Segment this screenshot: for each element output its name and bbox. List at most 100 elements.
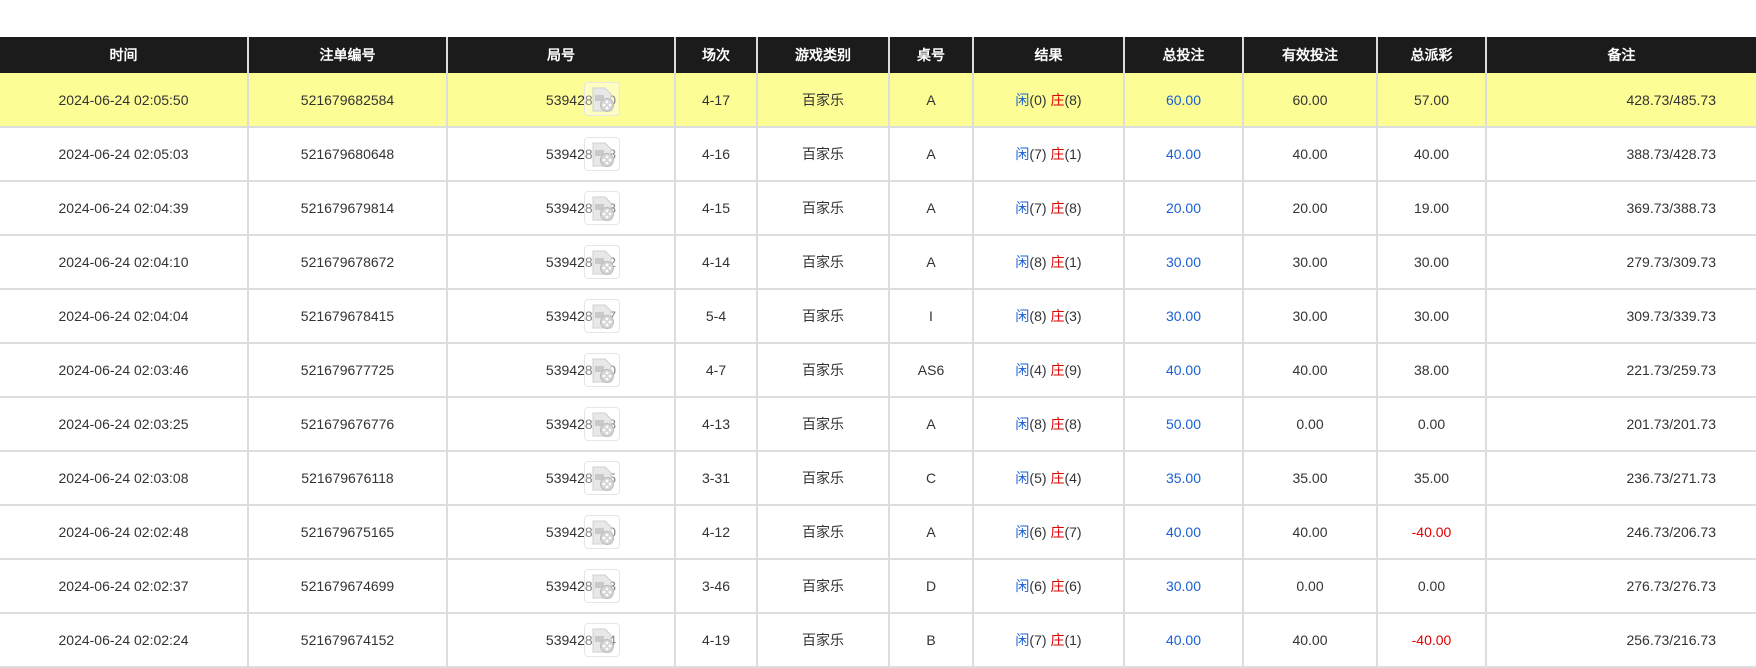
video-replay-icon[interactable] <box>584 137 620 171</box>
video-replay-icon[interactable] <box>584 461 620 495</box>
total-bet[interactable]: 30.00 <box>1123 289 1243 344</box>
video-replay-icon[interactable] <box>584 245 620 279</box>
game-type: 百家乐 <box>756 181 889 236</box>
result: 闲(8) 庄(3) <box>972 289 1124 344</box>
banker-label: 庄 <box>1050 362 1065 378</box>
video-replay-icon[interactable] <box>584 515 620 549</box>
remark: 388.73/428.73 <box>1485 127 1756 182</box>
bet-time: 2024-06-24 02:02:48 <box>0 505 248 560</box>
result: 闲(6) 庄(6) <box>972 559 1124 614</box>
player-points: (6) <box>1029 578 1047 594</box>
banker-label: 庄 <box>1050 524 1065 540</box>
total-bet[interactable]: 50.00 <box>1123 397 1243 452</box>
session: 3-46 <box>674 559 757 614</box>
banker-points: (6) <box>1064 578 1082 594</box>
result: 闲(4) 庄(9) <box>972 343 1124 398</box>
banker-points: (9) <box>1064 362 1082 378</box>
remark: 246.73/206.73 <box>1485 505 1756 560</box>
payout: -40.00 <box>1376 505 1486 560</box>
payout: 30.00 <box>1376 235 1486 290</box>
round-cell: 539428288 <box>446 397 675 452</box>
total-bet[interactable]: 20.00 <box>1123 181 1243 236</box>
game-type: 百家乐 <box>756 235 889 290</box>
result: 闲(0) 庄(8) <box>972 73 1124 128</box>
header-session[interactable]: 场次 <box>674 37 757 73</box>
banker-label: 庄 <box>1050 146 1065 162</box>
header-valid-bet[interactable]: 有效投注 <box>1242 37 1377 73</box>
session: 4-13 <box>674 397 757 452</box>
payout: 19.00 <box>1376 181 1486 236</box>
header-payout[interactable]: 总派彩 <box>1376 37 1486 73</box>
table-row[interactable]: 2024-06-24 02:03:25 521679676776 5394282… <box>0 397 1756 452</box>
video-replay-icon[interactable] <box>584 82 620 116</box>
banker-points: (1) <box>1064 254 1082 270</box>
bet-id: 521679676776 <box>247 397 447 452</box>
session: 4-15 <box>674 181 757 236</box>
table-row[interactable]: 2024-06-24 02:04:10 521679678672 5394284… <box>0 235 1756 290</box>
table-row[interactable]: 2024-06-24 02:02:48 521679675165 5394281… <box>0 505 1756 560</box>
game-type: 百家乐 <box>756 397 889 452</box>
video-replay-icon[interactable] <box>584 569 620 603</box>
table-row[interactable]: 2024-06-24 02:05:03 521679680648 5394286… <box>0 127 1756 182</box>
video-replay-icon[interactable] <box>584 353 620 387</box>
total-bet[interactable]: 40.00 <box>1123 343 1243 398</box>
game-type: 百家乐 <box>756 505 889 560</box>
table-row[interactable]: 2024-06-24 02:04:39 521679679814 5394285… <box>0 181 1756 236</box>
table-row[interactable]: 2024-06-24 02:04:04 521679678415 5394284… <box>0 289 1756 344</box>
header-table[interactable]: 桌号 <box>888 37 973 73</box>
round-cell: 539428170 <box>446 505 675 560</box>
bet-time: 2024-06-24 02:03:25 <box>0 397 248 452</box>
valid-bet: 30.00 <box>1242 289 1377 344</box>
table-id: A <box>888 505 973 560</box>
video-replay-icon[interactable] <box>584 407 620 441</box>
header-game-type[interactable]: 游戏类别 <box>756 37 889 73</box>
header-result[interactable]: 结果 <box>972 37 1124 73</box>
player-points: (8) <box>1029 254 1047 270</box>
player-points: (0) <box>1029 91 1047 108</box>
payout: 0.00 <box>1376 559 1486 614</box>
player-label: 闲 <box>1015 308 1030 324</box>
session: 4-17 <box>674 73 757 128</box>
player-label: 闲 <box>1015 524 1030 540</box>
session: 3-31 <box>674 451 757 506</box>
round-cell: 539428360 <box>446 343 675 398</box>
header-total-bet[interactable]: 总投注 <box>1123 37 1243 73</box>
banker-label: 庄 <box>1050 632 1065 648</box>
valid-bet: 40.00 <box>1242 127 1377 182</box>
header-time[interactable]: 时间 <box>0 37 248 73</box>
header-remark[interactable]: 备注 <box>1485 37 1756 73</box>
total-bet[interactable]: 35.00 <box>1123 451 1243 506</box>
payout: 38.00 <box>1376 343 1486 398</box>
total-bet[interactable]: 30.00 <box>1123 559 1243 614</box>
player-label: 闲 <box>1015 200 1030 216</box>
banker-points: (1) <box>1064 632 1082 648</box>
round-cell: 539428412 <box>446 235 675 290</box>
header-bet-id[interactable]: 注单编号 <box>247 37 447 73</box>
valid-bet: 30.00 <box>1242 235 1377 290</box>
table-id: I <box>888 289 973 344</box>
table-row[interactable]: 2024-06-24 02:02:37 521679674699 5394281… <box>0 559 1756 614</box>
total-bet[interactable]: 60.00 <box>1123 73 1243 128</box>
player-label: 闲 <box>1015 416 1030 432</box>
valid-bet: 0.00 <box>1242 397 1377 452</box>
table-row[interactable]: 2024-06-24 02:02:24 521679674152 5394281… <box>0 613 1756 668</box>
header-round[interactable]: 局号 <box>446 37 675 73</box>
table-id: A <box>888 127 973 182</box>
banker-points: (8) <box>1064 416 1082 432</box>
remark: 309.73/339.73 <box>1485 289 1756 344</box>
video-replay-icon[interactable] <box>584 623 620 657</box>
valid-bet: 0.00 <box>1242 559 1377 614</box>
video-replay-icon[interactable] <box>584 299 620 333</box>
total-bet[interactable]: 40.00 <box>1123 127 1243 182</box>
table-row[interactable]: 2024-06-24 02:03:46 521679677725 5394283… <box>0 343 1756 398</box>
table-row[interactable]: 2024-06-24 02:03:08 521679676118 5394282… <box>0 451 1756 506</box>
total-bet[interactable]: 30.00 <box>1123 235 1243 290</box>
video-replay-icon[interactable] <box>584 191 620 225</box>
table-id: D <box>888 559 973 614</box>
player-label: 闲 <box>1015 578 1030 594</box>
payout: 30.00 <box>1376 289 1486 344</box>
total-bet[interactable]: 40.00 <box>1123 505 1243 560</box>
banker-points: (4) <box>1064 470 1082 486</box>
player-label: 闲 <box>1015 362 1030 378</box>
table-row[interactable]: 2024-06-24 02:05:50 521679682584 5394287… <box>0 73 1756 128</box>
